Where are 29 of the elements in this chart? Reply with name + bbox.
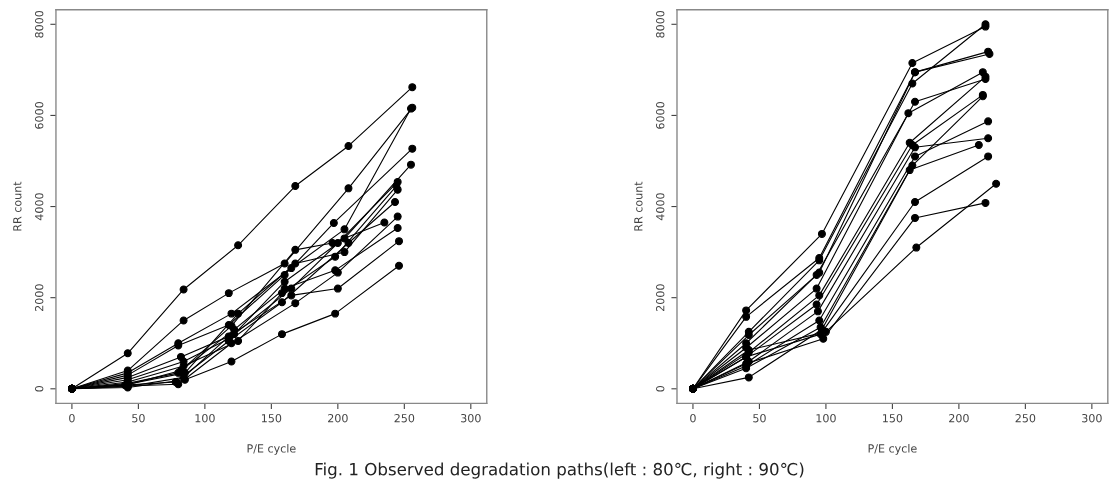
y-tick-label: 8000 bbox=[34, 10, 44, 38]
x-tick-label: 50 bbox=[753, 413, 766, 423]
y-tick-label: 2000 bbox=[656, 284, 665, 311]
y-axis-title: RR count bbox=[634, 181, 643, 231]
x-tick-label: 100 bbox=[195, 413, 215, 423]
x-tick-label: 150 bbox=[883, 413, 903, 423]
caption: Fig. 1 Observed degradation paths(left : 80℃, right : 90℃) bbox=[315, 462, 804, 479]
x-tick-label: 300 bbox=[1082, 413, 1102, 423]
x-tick-label: 200 bbox=[328, 413, 348, 423]
y-tick-label: 8000 bbox=[656, 10, 665, 38]
y-tick-label: 2000 bbox=[34, 284, 44, 311]
y-tick-label: 6000 bbox=[34, 102, 44, 129]
x-tick-label: 300 bbox=[461, 413, 481, 423]
y-tick-label: 0 bbox=[656, 386, 665, 392]
x-tick-label: 50 bbox=[132, 413, 145, 423]
x-tick-label: 100 bbox=[816, 413, 836, 423]
y-tick-label: 0 bbox=[34, 386, 44, 392]
x-axis-title: P/E cycle bbox=[868, 443, 917, 455]
x-tick-label: 250 bbox=[1015, 413, 1036, 423]
y-tick-label: 4000 bbox=[34, 193, 44, 221]
y-tick-label: 4000 bbox=[656, 193, 665, 221]
x-tick-label: 0 bbox=[690, 413, 696, 423]
x-tick-label: 0 bbox=[69, 413, 75, 423]
x-tick-label: 150 bbox=[261, 413, 282, 423]
y-axis-title: RR count bbox=[13, 181, 22, 231]
x-axis-title: P/E cycle bbox=[247, 443, 296, 455]
y-tick-label: 6000 bbox=[656, 102, 665, 129]
x-tick-label: 250 bbox=[394, 413, 415, 423]
x-tick-label: 200 bbox=[949, 413, 969, 423]
